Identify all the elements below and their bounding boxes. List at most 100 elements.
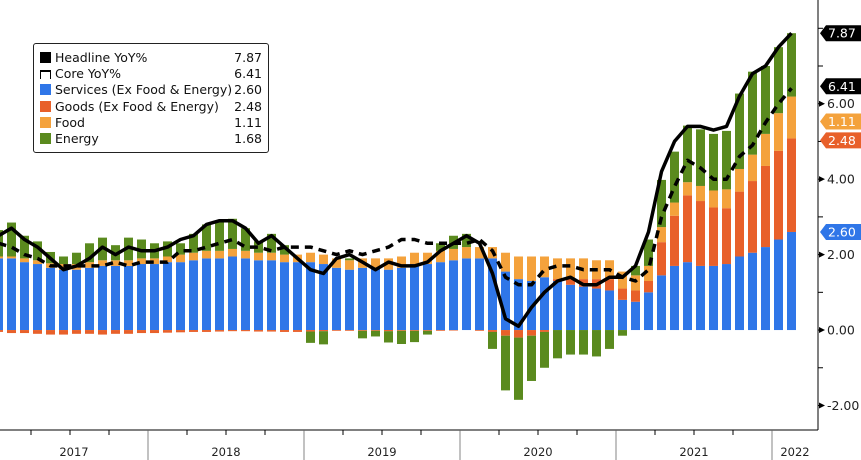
bar-segment-energy (488, 331, 497, 349)
bar-segment-goods-ex-food-energy- (384, 330, 393, 332)
bar-segment-goods-ex-food-energy- (449, 330, 458, 331)
bar-segment-food (7, 256, 16, 259)
bar-segment-energy (33, 241, 42, 261)
bar-segment-goods-ex-food-energy- (540, 330, 549, 332)
bar-segment-services-ex-food-energy- (553, 281, 562, 331)
bar-segment-energy (241, 228, 250, 251)
bar-segment-food (553, 258, 562, 280)
bar-segment-energy (709, 133, 718, 191)
legend-item-energy: Energy 1.68 (40, 130, 262, 146)
bar-segment-goods-ex-food-energy- (423, 330, 432, 331)
bar-segment-energy (657, 179, 666, 228)
y-tick-label: 6.00 (827, 96, 855, 111)
value-tag-label: 2.48 (828, 133, 856, 148)
bar-segment-food (85, 262, 94, 268)
legend-label: Food (55, 114, 85, 130)
bar-segment-services-ex-food-energy- (228, 256, 237, 331)
bar-segment-goods-ex-food-energy- (371, 330, 380, 331)
bar-segment-energy (306, 331, 315, 343)
bar-segment-food (332, 258, 341, 268)
bar-segment-energy (540, 331, 549, 368)
bar-segment-services-ex-food-energy- (137, 264, 146, 331)
bar-segment-food (215, 250, 224, 259)
bar-segment-energy (267, 233, 276, 253)
bar-segment-goods-ex-food-energy- (397, 330, 406, 331)
bar-segment-energy (592, 330, 601, 357)
bar-segment-goods-ex-food-energy- (735, 191, 744, 257)
bar-segment-food (774, 113, 783, 151)
x-year-label: 2018 (211, 445, 240, 459)
bar-segment-energy (436, 243, 445, 251)
bar-segment-goods-ex-food-energy- (709, 207, 718, 266)
bar-segment-food (241, 250, 250, 259)
bar-segment-services-ex-food-energy- (319, 264, 328, 331)
y-tick-label: -2.00 (827, 398, 859, 413)
legend-label: Goods (Ex Food & Energy) (55, 98, 219, 114)
bar-segment-goods-ex-food-energy- (618, 288, 627, 300)
bar-segment-services-ex-food-energy- (280, 262, 289, 331)
bar-segment-services-ex-food-energy- (371, 267, 380, 331)
value-tag-background (820, 113, 861, 130)
bar-segment-food (631, 275, 640, 291)
bar-segment-food (436, 250, 445, 263)
value-tag-background (820, 132, 861, 149)
bar-segment-energy (774, 47, 783, 114)
legend-item-goods: Goods (Ex Food & Energy) 2.48 (40, 98, 262, 114)
bar-segment-food (319, 254, 328, 265)
bar-segment-services-ex-food-energy- (488, 258, 497, 331)
value-tag-label: 2.60 (828, 224, 856, 239)
bar-segment-services-ex-food-energy- (20, 262, 29, 331)
bar-segment-goods-ex-food-energy- (59, 330, 68, 335)
bar-segment-food (696, 185, 705, 202)
bar-segment-food (280, 254, 289, 263)
bar-segment-food (111, 260, 120, 266)
legend-swatch-headline (40, 51, 51, 63)
legend-item-core: Core YoY% 6.41 (40, 65, 262, 81)
bar-segment-services-ex-food-energy- (124, 265, 133, 331)
bar-segment-food (20, 258, 29, 263)
bar-segment-services-ex-food-energy- (787, 231, 796, 331)
y-tick-marker (819, 251, 825, 258)
bar-segment-services-ex-food-energy- (0, 258, 3, 331)
legend-value: 2.60 (234, 82, 262, 98)
bar-segment-energy (410, 330, 419, 343)
bar-segment-goods-ex-food-energy- (267, 330, 276, 332)
bar-segment-food (202, 250, 211, 259)
value-tag-headline-yoy-: 7.87 (820, 25, 861, 42)
bar-segment-energy (163, 241, 172, 257)
bar-segment-goods-ex-food-energy- (410, 330, 419, 331)
bar-segment-services-ex-food-energy- (46, 267, 55, 331)
bar-segment-energy (605, 330, 614, 349)
x-year-label: 2020 (523, 445, 552, 459)
bar-segment-goods-ex-food-energy- (306, 330, 315, 332)
bar-segment-goods-ex-food-energy- (761, 165, 770, 248)
bar-segment-energy (722, 130, 731, 190)
bar-segment-food (267, 252, 276, 261)
bar-segment-services-ex-food-energy- (540, 277, 549, 331)
legend-swatch-food (40, 116, 51, 128)
x-year-label: 2021 (679, 445, 708, 459)
bar-segment-services-ex-food-energy- (631, 301, 640, 331)
bar-segment-energy (176, 243, 185, 255)
bar-segment-energy (358, 330, 367, 339)
legend-label: Services (Ex Food & Energy) (55, 82, 233, 98)
value-tag-core-yoy-: 6.41 (820, 78, 861, 95)
bar-segment-services-ex-food-energy- (306, 262, 315, 331)
bar-segment-services-ex-food-energy- (202, 258, 211, 331)
bar-segment-food (722, 189, 731, 209)
bar-segment-goods-ex-food-energy- (358, 330, 367, 331)
value-tag-goods-ex-food-energy-: 2.48 (820, 132, 861, 149)
bar-segment-goods-ex-food-energy- (501, 330, 510, 336)
bar-segment-goods-ex-food-energy- (124, 330, 133, 334)
bar-segment-goods-ex-food-energy- (228, 330, 237, 332)
bar-segment-goods-ex-food-energy- (748, 181, 757, 253)
bar-segment-services-ex-food-energy- (423, 264, 432, 331)
bar-segment-energy (59, 256, 68, 265)
legend-swatch-energy (40, 133, 51, 145)
bar-segment-goods-ex-food-energy- (774, 150, 783, 240)
bar-segment-energy (514, 337, 523, 400)
bar-segment-services-ex-food-energy- (345, 269, 354, 331)
y-tick-label: 0.00 (827, 323, 855, 338)
bar-segment-goods-ex-food-energy- (280, 330, 289, 332)
bar-segment-goods-ex-food-energy- (722, 208, 731, 265)
